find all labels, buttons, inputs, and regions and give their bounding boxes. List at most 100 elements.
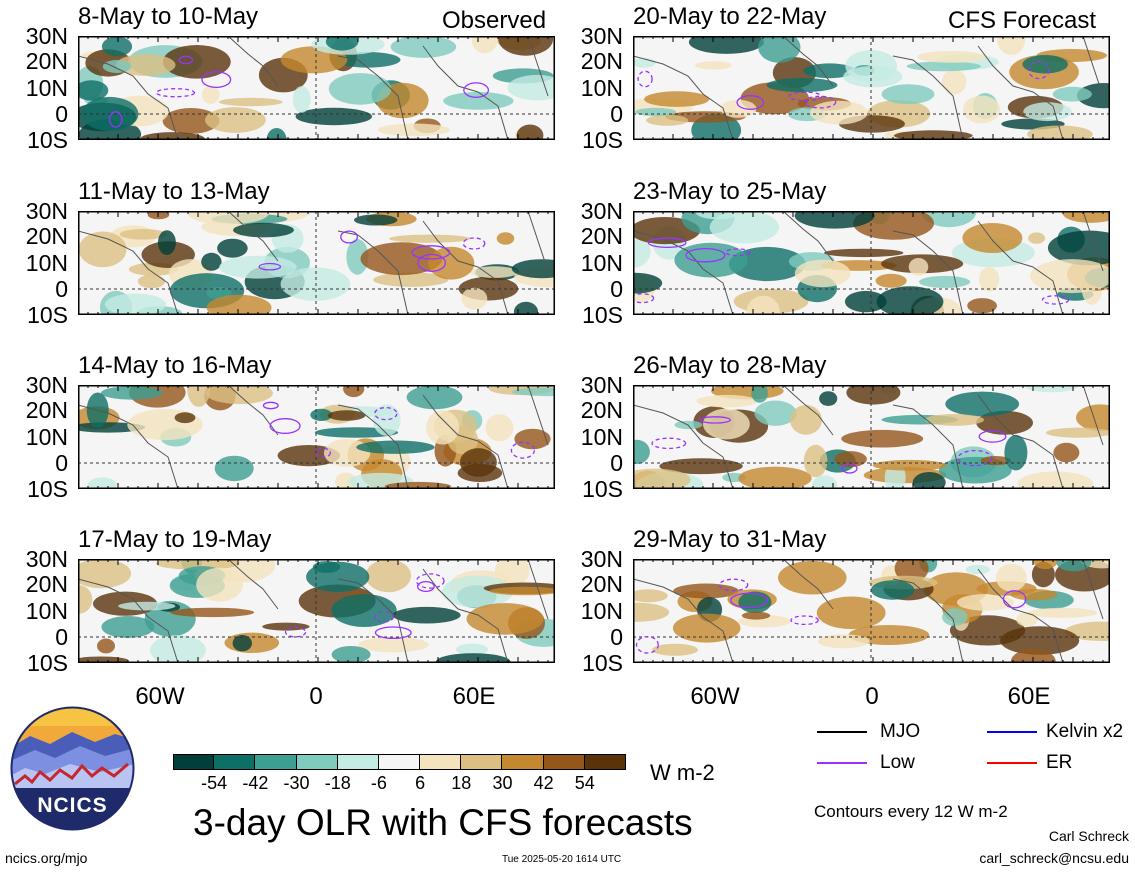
olr-anomaly-region xyxy=(1000,626,1080,655)
olr-anomaly-region xyxy=(78,559,132,589)
olr-anomaly-region xyxy=(803,444,828,478)
olr-anomaly-region xyxy=(470,266,518,278)
lat-tick-label: 0 xyxy=(55,276,68,302)
lat-tick-label: 30N xyxy=(580,198,623,224)
panel-frame xyxy=(633,36,1110,140)
panel-frame xyxy=(633,559,1110,663)
olr-anomaly-region xyxy=(962,223,1023,253)
low-contour xyxy=(415,573,445,589)
olr-anomaly-region xyxy=(1023,102,1072,122)
low-contour xyxy=(374,406,398,421)
olr-anomaly-region xyxy=(1030,259,1110,294)
low-contour xyxy=(803,95,837,109)
olr-anomaly-region xyxy=(841,429,924,448)
olr-anomaly-region xyxy=(187,211,269,225)
olr-anomaly-region xyxy=(202,85,220,104)
lat-tick-label: 10S xyxy=(27,650,68,676)
low-contour xyxy=(685,247,726,263)
olr-anomaly-region xyxy=(201,252,222,271)
logo-text: NCICS xyxy=(37,794,108,817)
lon-tick-label: 0 xyxy=(865,683,879,710)
panel-title: 17-May to 19-May xyxy=(78,526,272,553)
low-contour xyxy=(374,611,394,623)
olr-anomaly-region xyxy=(872,459,947,471)
lat-tick-label: 10N xyxy=(25,250,68,276)
colorbar-tick-label: 6 xyxy=(415,773,426,793)
lat-tick-label: 10N xyxy=(25,75,68,101)
ncics-logo-graphic xyxy=(10,706,135,831)
low-contour xyxy=(108,111,123,128)
olr-anomaly-region xyxy=(644,91,710,107)
forecast-label: CFS Forecast xyxy=(948,7,1097,34)
olr-map-panel xyxy=(633,36,1110,140)
colorbar-swatch xyxy=(420,754,462,770)
lat-tick-label: 10N xyxy=(25,424,68,450)
olr-anomaly-region xyxy=(343,385,365,398)
panel-title: 14-May to 16-May xyxy=(78,352,272,379)
low-contour xyxy=(637,70,653,88)
panel-title: 20-May to 22-May xyxy=(633,3,827,30)
contour-interval-note: Contours every 12 W m-2 xyxy=(814,802,1008,821)
olr-anomaly-region xyxy=(328,73,392,105)
olr-anomaly-region xyxy=(875,273,907,288)
olr-anomaly-region xyxy=(979,267,1000,292)
olr-anomaly-region xyxy=(1016,612,1038,627)
olr-anomaly-region xyxy=(917,50,986,63)
olr-anomaly-region xyxy=(633,589,668,603)
olr-anomaly-region xyxy=(514,428,551,450)
timestamp: Tue 2025-05-20 1614 UTC xyxy=(502,854,622,865)
olr-anomaly-region xyxy=(696,394,758,408)
olr-anomaly-region xyxy=(919,275,971,288)
olr-anomaly-region xyxy=(1033,559,1058,570)
coastline xyxy=(78,211,549,315)
olr-anomaly-region xyxy=(334,52,401,68)
olr-anomaly-region xyxy=(925,414,984,426)
olr-anomaly-region xyxy=(635,107,677,117)
olr-anomaly-region xyxy=(1028,607,1098,618)
olr-anomaly-region xyxy=(406,385,463,410)
olr-anomaly-region xyxy=(496,232,515,245)
ncics-logo: NCICS xyxy=(10,706,135,831)
low-contour xyxy=(262,401,279,410)
olr-anomaly-region xyxy=(1017,471,1094,489)
author-email: carl_schreck@ncsu.edu xyxy=(979,850,1129,866)
olr-anomaly-region xyxy=(956,594,1014,611)
olr-anomaly-region xyxy=(266,128,287,140)
lat-tick-label: 20N xyxy=(25,223,68,249)
site-url: ncics.org/mjo xyxy=(5,850,88,866)
coastline xyxy=(633,211,1104,315)
low-contour xyxy=(635,635,659,654)
olr-anomaly-region xyxy=(384,481,452,489)
colorbar-tick-label: 30 xyxy=(492,773,513,793)
lat-tick-label: 0 xyxy=(55,450,68,476)
low-contour xyxy=(462,237,486,250)
olr-anomaly-region xyxy=(513,301,539,315)
olr-anomaly-region xyxy=(819,391,838,406)
olr-anomaly-region xyxy=(674,242,748,278)
olr-anomaly-region xyxy=(976,410,1033,435)
lat-tick-label: 10N xyxy=(580,598,623,624)
olr-anomaly-region xyxy=(119,229,167,240)
low-contour xyxy=(417,253,447,272)
olr-anomaly-region xyxy=(295,107,372,126)
olr-anomaly-region xyxy=(633,439,650,464)
lat-tick-label: 10S xyxy=(27,127,68,153)
olr-anomaly-region xyxy=(101,616,155,638)
lat-tick-label: 10N xyxy=(580,75,623,101)
olr-anomaly-region xyxy=(688,36,764,54)
olr-anomaly-region xyxy=(906,61,981,72)
low-contour xyxy=(978,430,1007,443)
olr-anomaly-region xyxy=(659,458,743,475)
olr-anomaly-region xyxy=(703,408,750,440)
legend-kelvin-line xyxy=(987,731,1037,733)
olr-anomaly-region xyxy=(426,410,460,445)
lat-tick-label: 0 xyxy=(610,450,623,476)
low-contour xyxy=(374,626,412,640)
lat-tick-label: 20N xyxy=(580,571,623,597)
olr-anomaly-region xyxy=(695,61,732,70)
low-contour xyxy=(463,82,490,98)
lat-tick-label: 10S xyxy=(27,476,68,502)
low-contour xyxy=(269,418,301,434)
olr-anomaly-region xyxy=(695,211,741,220)
legend-kelvin-label: Kelvin x2 xyxy=(1046,721,1124,742)
